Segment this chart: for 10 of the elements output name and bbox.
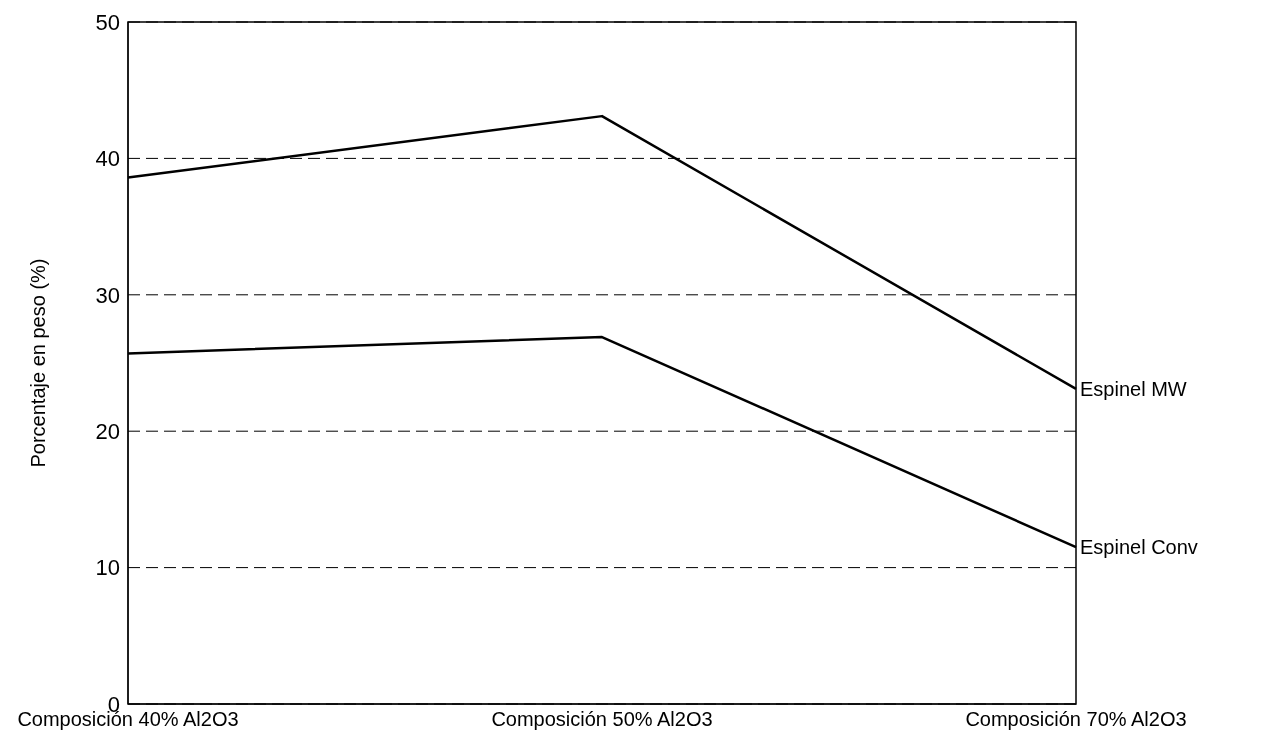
y-axis-title: Porcentaje en peso (%) xyxy=(27,258,50,468)
y-tick-label: 20 xyxy=(95,419,120,445)
x-tick-label: Composición 70% Al2O3 xyxy=(965,708,1187,731)
y-tick-label: 10 xyxy=(95,555,120,581)
x-tick-label: Composición 50% Al2O3 xyxy=(491,708,713,731)
y-tick-label: 40 xyxy=(95,146,120,172)
y-tick-label: 50 xyxy=(95,9,120,35)
series-label: Espinel Conv xyxy=(1080,536,1198,559)
series-label: Espinel MW xyxy=(1080,377,1187,400)
y-tick-label: 30 xyxy=(95,282,120,308)
